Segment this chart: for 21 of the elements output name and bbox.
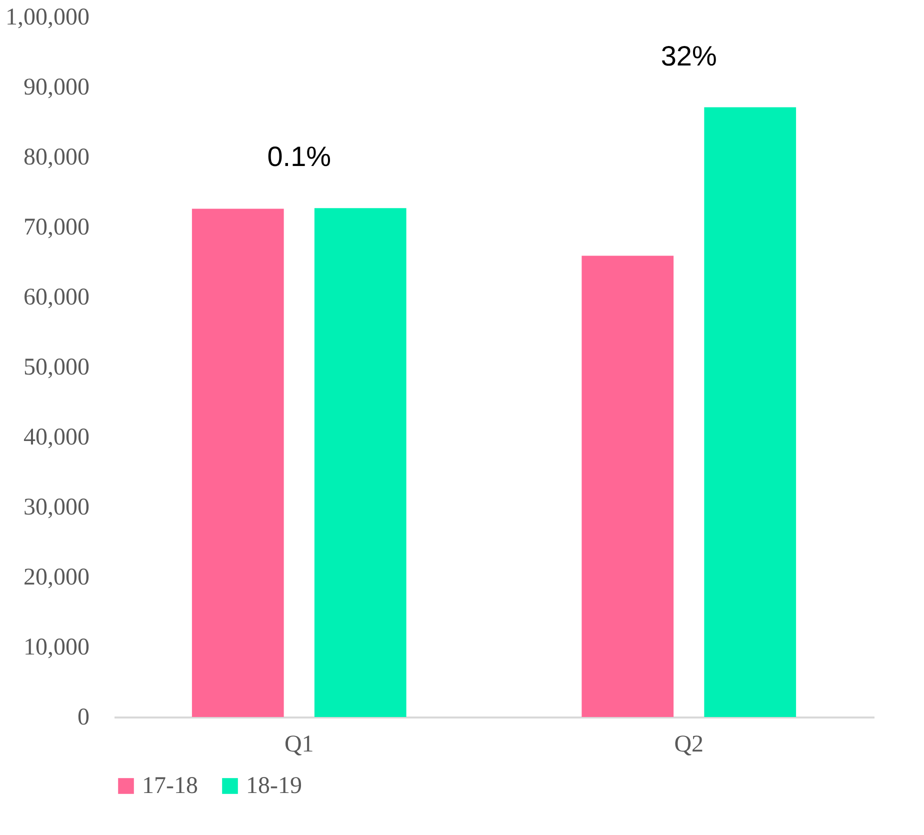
y-tick-label: 50,000 (24, 354, 90, 380)
y-tick-label: 70,000 (24, 214, 90, 240)
annotation: 0.1% (267, 141, 332, 172)
y-tick-label: 30,000 (24, 494, 90, 520)
legend-label: 17-18 (142, 773, 198, 799)
bar (314, 208, 406, 717)
y-tick-label: 10,000 (24, 634, 90, 660)
bar (192, 208, 284, 717)
y-tick-label: 80,000 (24, 144, 90, 170)
legend-label: 18-19 (246, 773, 302, 799)
annotation: 32% (660, 40, 717, 72)
bar (582, 256, 674, 717)
x-tick-label: Q2 (674, 732, 704, 758)
y-tick-label: 1,00,000 (6, 4, 90, 30)
x-tick-label: Q1 (284, 732, 314, 758)
y-tick-label: 90,000 (24, 74, 90, 100)
y-tick-label: 40,000 (24, 424, 90, 450)
y-tick-label: 60,000 (24, 284, 90, 310)
bar (704, 107, 796, 717)
y-tick-label: 20,000 (24, 564, 90, 590)
y-tick-label: 0 (78, 704, 90, 730)
